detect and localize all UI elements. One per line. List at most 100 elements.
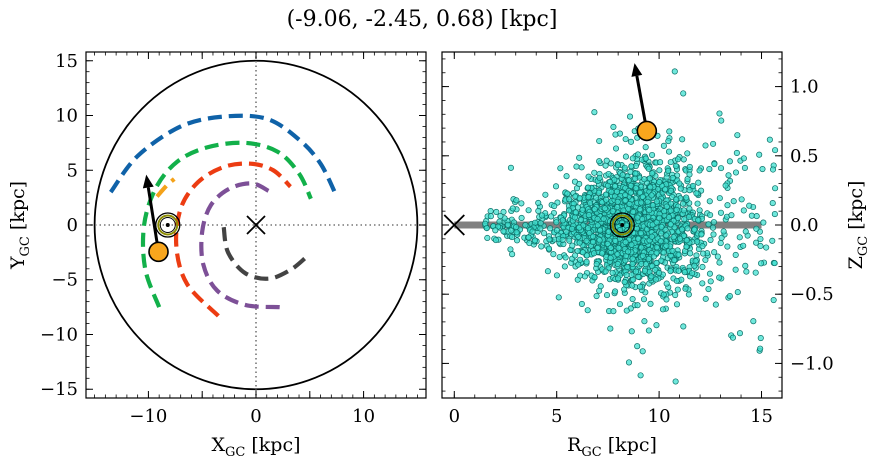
star-point [630, 208, 637, 215]
star-point [604, 182, 611, 189]
star-point [487, 207, 494, 215]
star-point [583, 237, 590, 244]
star-point [518, 214, 525, 221]
star-point [769, 237, 776, 244]
sun-inner-ring [159, 217, 176, 233]
star-point [756, 151, 763, 158]
star-point [622, 239, 629, 246]
star-point [537, 225, 544, 232]
star-point [769, 166, 777, 173]
star-point [509, 205, 516, 212]
star-point [642, 144, 649, 151]
star-point [601, 205, 608, 212]
star-point [612, 131, 619, 138]
right-ticks: 0 5 10 15 −1.0 −0.5 0.0 0.5 1.0 [442, 52, 834, 427]
star-point [717, 209, 724, 216]
star-point [645, 327, 652, 334]
galactic-center-marker [246, 215, 266, 235]
star-point [734, 132, 741, 139]
left-overlay [142, 174, 266, 263]
star-point [736, 330, 743, 337]
star-point [733, 149, 740, 156]
star-point [736, 234, 743, 241]
y-tick-label: 5 [67, 160, 78, 181]
star-point [683, 243, 690, 250]
star-point [763, 244, 770, 251]
star-point [576, 239, 583, 246]
star-point [576, 195, 583, 202]
star-point [548, 213, 555, 220]
star-point [640, 296, 648, 303]
star-point [717, 240, 724, 247]
star-point [590, 250, 598, 257]
star-point [740, 242, 747, 249]
star-point [622, 153, 629, 160]
rz-plane-panel: 0 5 10 15 −1.0 −0.5 0.0 0.5 1.0 RGC [kpc] ZGC [k… [441, 51, 871, 460]
star-point [561, 263, 568, 270]
star-point [742, 228, 749, 235]
star-point [686, 163, 693, 170]
star-point [716, 195, 723, 202]
star-point [750, 318, 757, 325]
star-point [546, 236, 553, 243]
star-point [689, 182, 696, 190]
star-point [772, 185, 779, 192]
star-point [770, 297, 777, 304]
spiral-arm-purple [199, 181, 280, 310]
star-point [616, 301, 624, 308]
star-point [625, 248, 632, 255]
star-point [594, 222, 601, 229]
star-point [610, 308, 617, 315]
star-point [607, 244, 614, 251]
xy-plane-panel: −10 0 10 −15 −10 −5 0 5 10 15 XGC [kpc] YGC [kpc] [7, 51, 427, 460]
star-point [649, 151, 656, 159]
star-point [680, 207, 687, 214]
star-point [663, 174, 670, 181]
star-point [625, 359, 633, 366]
star-point [544, 268, 551, 275]
star-point [624, 263, 631, 271]
star-point [700, 250, 707, 257]
left-x-axis-label: XGC [kpc] [211, 434, 300, 460]
star-point [603, 196, 610, 203]
star-point [682, 285, 689, 292]
star-point [614, 204, 621, 211]
x-tick-label: 5 [551, 406, 562, 427]
left-ticks: −10 0 10 −15 −10 −5 0 5 10 15 [40, 51, 426, 427]
star-point [711, 161, 718, 168]
star-point [718, 234, 725, 241]
star-point [726, 158, 733, 165]
star-point [623, 271, 630, 278]
star-point [529, 228, 536, 235]
star-point [646, 175, 653, 182]
star-point [720, 228, 727, 235]
star-point [575, 233, 582, 240]
star-point [513, 197, 520, 204]
star-point [622, 197, 629, 204]
star-point [507, 164, 514, 171]
y-tick-label: 15 [55, 51, 78, 72]
star-point [635, 235, 642, 242]
star-point [602, 162, 609, 169]
star-point [730, 198, 737, 205]
star-point [583, 252, 591, 259]
star-point [660, 249, 667, 256]
star-point [531, 237, 538, 244]
star-point [677, 185, 684, 192]
star-point [686, 187, 693, 194]
star-point [740, 207, 747, 214]
star-point [757, 345, 764, 352]
sun-dot [165, 223, 170, 227]
star-point [621, 286, 628, 293]
star-point [578, 300, 585, 307]
star-point [609, 269, 616, 276]
star-point [572, 252, 579, 259]
star-point [707, 236, 714, 243]
star-point [636, 206, 643, 213]
star-point [679, 200, 687, 207]
y-tick-label: −1.0 [790, 353, 834, 374]
star-point [626, 113, 634, 120]
star-point [752, 269, 759, 276]
star-point [612, 237, 619, 244]
star-point [607, 254, 614, 262]
